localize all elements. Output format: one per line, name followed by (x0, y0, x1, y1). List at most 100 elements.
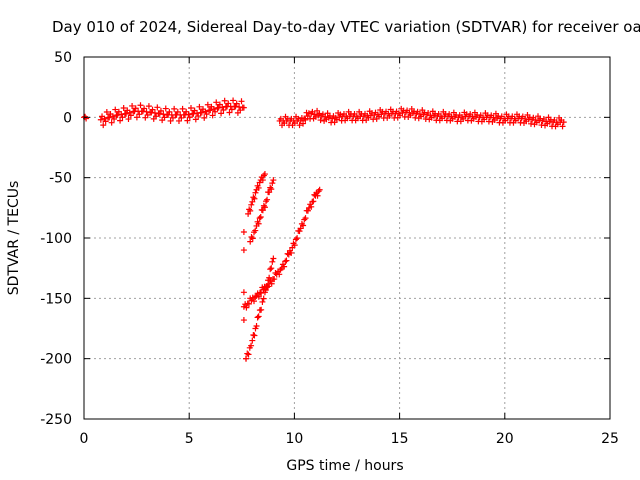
x-tick-labels: 0 5 10 15 20 25 (80, 431, 619, 447)
data-point (184, 117, 191, 124)
x-tick-label: 25 (601, 431, 619, 447)
data-point (154, 104, 161, 111)
data-point (228, 106, 235, 113)
data-point (132, 105, 139, 112)
data-point (133, 114, 140, 121)
data-point (233, 100, 240, 107)
data-point (243, 355, 250, 362)
data-point (255, 313, 262, 320)
data-point (171, 105, 178, 112)
data-point (292, 236, 299, 243)
data-point (266, 189, 273, 196)
y-tick-labels: -250 -200 -150 -100 -50 0 50 (40, 50, 72, 428)
data-point (225, 100, 232, 107)
data-point (157, 107, 164, 114)
data-point (296, 228, 303, 235)
chart-title: Day 010 of 2024, Sidereal Day-to-day VTE… (52, 18, 640, 36)
data-point (268, 265, 275, 272)
data-point (240, 317, 247, 324)
data-point (123, 110, 130, 117)
data-point (251, 298, 258, 305)
data-point (258, 290, 265, 297)
x-tick-label: 20 (496, 431, 514, 447)
data-point (226, 109, 233, 116)
series-arc-5 (247, 177, 277, 245)
data-point (249, 235, 256, 242)
y-tick-label: 50 (54, 50, 72, 66)
y-tick-label: 0 (63, 110, 72, 126)
data-point (252, 189, 259, 196)
data-point (259, 207, 266, 214)
series-arc-4 (245, 171, 268, 217)
data-point (243, 304, 250, 311)
data-point (119, 114, 126, 121)
data-point (125, 116, 132, 123)
data-point (102, 118, 109, 125)
data-point (167, 117, 174, 124)
data-point (270, 177, 277, 184)
data-point (259, 177, 266, 184)
data-point (120, 105, 127, 112)
data-point (245, 210, 252, 217)
data-point (100, 122, 107, 129)
data-point (103, 108, 110, 115)
data-point (304, 207, 311, 214)
data-point (109, 113, 116, 120)
data-point (283, 257, 290, 264)
data-point (282, 258, 289, 265)
y-axis-label: SDTVAR / TECUs (6, 181, 22, 296)
data-point (166, 108, 173, 115)
y-tick-label: -150 (40, 291, 72, 307)
data-point (308, 203, 315, 210)
data-point (137, 102, 144, 109)
data-point (317, 117, 324, 124)
series-arc-3 (276, 105, 567, 130)
data-point (240, 289, 247, 296)
data-point (192, 116, 199, 123)
data-point (291, 242, 298, 249)
data-point (108, 119, 115, 126)
data-point (265, 283, 272, 290)
data-point (212, 108, 219, 115)
data-point (196, 103, 203, 110)
x-tick-label: 15 (391, 431, 409, 447)
y-tick-label: -200 (40, 352, 72, 368)
axis-ticks (83, 56, 611, 420)
data-point (221, 97, 228, 104)
data-point (249, 337, 256, 344)
data-point (220, 107, 227, 114)
data-point (268, 280, 275, 287)
data-point (136, 111, 143, 118)
data-point (174, 108, 181, 115)
data-point (207, 107, 214, 114)
data-point (310, 198, 317, 205)
data-point (314, 192, 321, 199)
data-point (300, 120, 307, 127)
series-arc-7 (240, 186, 323, 311)
data-point (240, 104, 247, 111)
data-point (245, 300, 252, 307)
data-point (204, 101, 211, 108)
data-point (186, 114, 193, 121)
data-point (245, 351, 252, 358)
data-point (268, 186, 275, 193)
data-point (112, 106, 119, 113)
x-axis-label: GPS time / hours (286, 458, 403, 474)
data-point (230, 97, 237, 104)
data-point (248, 233, 255, 240)
data-point (248, 342, 255, 349)
data-point (249, 198, 256, 205)
data-point (210, 106, 217, 113)
data-point (271, 276, 278, 283)
data-point (316, 186, 323, 193)
data-point (244, 350, 251, 357)
y-tick-label: -250 (40, 412, 72, 428)
data-point (251, 332, 258, 339)
data-point (302, 116, 309, 123)
data-point (266, 274, 273, 281)
data-point (302, 215, 309, 222)
data-point (162, 105, 169, 112)
data-point (559, 123, 566, 130)
data-point (97, 116, 104, 123)
series-arc-6 (243, 255, 277, 362)
